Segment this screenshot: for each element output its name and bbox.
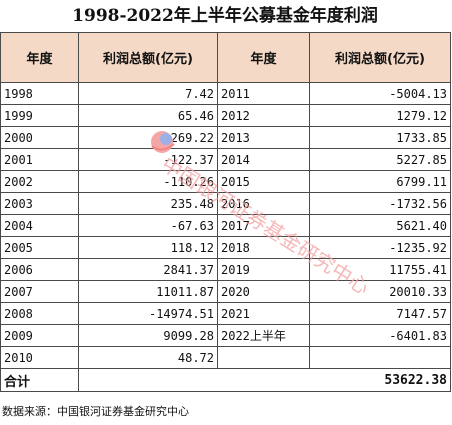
year-cell: 2016	[217, 192, 310, 215]
profit-cell: 118.12	[78, 236, 218, 259]
year-cell: 2010	[0, 346, 79, 369]
year-cell: 2009	[0, 324, 79, 347]
header-year-left: 年度	[0, 32, 79, 83]
profit-cell: 7.42	[78, 82, 218, 105]
profit-cell: -110.26	[78, 170, 218, 193]
year-cell: 1999	[0, 104, 79, 127]
profit-cell: 235.48	[78, 192, 218, 215]
year-cell: 2021	[217, 302, 310, 325]
year-cell: 2005	[0, 236, 79, 259]
header-row: 年度 利润总额(亿元) 年度 利润总额(亿元)	[0, 32, 451, 83]
year-cell: 2000	[0, 126, 79, 149]
table-row: 1998 7.42 2011 -5004.13	[0, 82, 451, 105]
table-row: 2005 118.12 2018 -1235.92	[0, 236, 451, 259]
profit-cell: 1279.12	[309, 104, 451, 127]
year-cell: 2002	[0, 170, 79, 193]
table-row: 2007 11011.87 2020 20010.33	[0, 280, 451, 303]
profit-cell: 20010.33	[309, 280, 451, 303]
profit-cell: -14974.51	[78, 302, 218, 325]
table-row: 1999 65.46 2012 1279.12	[0, 104, 451, 127]
year-cell: 2019	[217, 258, 310, 281]
table-row: 2003 235.48 2016 -1732.56	[0, 192, 451, 215]
total-value: 53622.38	[78, 368, 451, 392]
profit-cell: 7147.57	[309, 302, 451, 325]
table-row: 2002 -110.26 2015 6799.11	[0, 170, 451, 193]
profit-cell: 5621.40	[309, 214, 451, 237]
year-cell: 2013	[217, 126, 310, 149]
table-row: 2008 -14974.51 2021 7147.57	[0, 302, 451, 325]
header-profit-right: 利润总额(亿元)	[309, 32, 451, 83]
table-row: 2001 -122.37 2014 5227.85	[0, 148, 451, 171]
year-cell: 2007	[0, 280, 79, 303]
header-profit-left: 利润总额(亿元)	[78, 32, 218, 83]
year-cell: 2018	[217, 236, 310, 259]
profit-cell: 1733.85	[309, 126, 451, 149]
year-cell: 2003	[0, 192, 79, 215]
profit-cell: -122.37	[78, 148, 218, 171]
year-cell: 2020	[217, 280, 310, 303]
header-year-right: 年度	[217, 32, 310, 83]
profit-cell: 65.46	[78, 104, 218, 127]
profit-cell: 48.72	[78, 346, 218, 369]
year-cell: 2008	[0, 302, 79, 325]
year-cell: 1998	[0, 82, 79, 105]
profit-table: 年度 利润总额(亿元) 年度 利润总额(亿元) 1998 7.42 2011 -…	[0, 32, 451, 392]
year-cell: 2015	[217, 170, 310, 193]
year-cell: 2001	[0, 148, 79, 171]
year-cell: 2012	[217, 104, 310, 127]
profit-cell	[309, 346, 451, 369]
total-row: 合计 53622.38	[0, 368, 451, 392]
table-row: 2009 9099.28 2022上半年 -6401.83	[0, 324, 451, 347]
profit-cell: -6401.83	[309, 324, 451, 347]
profit-cell: -1235.92	[309, 236, 451, 259]
year-cell: 2014	[217, 148, 310, 171]
profit-cell: 5227.85	[309, 148, 451, 171]
profit-cell: 9099.28	[78, 324, 218, 347]
table-title: 1998-2022年上半年公募基金年度利润	[72, 6, 378, 26]
year-cell: 2022上半年	[217, 324, 310, 347]
profit-cell: -67.63	[78, 214, 218, 237]
profit-cell: -5004.13	[309, 82, 451, 105]
data-source-note: 数据来源：中国银河证券基金研究中心	[2, 405, 189, 418]
year-cell: 2017	[217, 214, 310, 237]
profit-cell: 6799.11	[309, 170, 451, 193]
table-row: 2004 -67.63 2017 5621.40	[0, 214, 451, 237]
profit-cell: 11755.41	[309, 258, 451, 281]
year-cell: 2004	[0, 214, 79, 237]
table-row: 2000 269.22 2013 1733.85	[0, 126, 451, 149]
profit-cell: 269.22	[78, 126, 218, 149]
table-row: 2006 2841.37 2019 11755.41	[0, 258, 451, 281]
table-row: 2010 48.72	[0, 346, 451, 369]
profit-cell: -1732.56	[309, 192, 451, 215]
year-cell: 2006	[0, 258, 79, 281]
profit-cell: 11011.87	[78, 280, 218, 303]
profit-cell: 2841.37	[78, 258, 218, 281]
year-cell	[217, 346, 310, 369]
total-label: 合计	[0, 368, 79, 392]
year-cell: 2011	[217, 82, 310, 105]
